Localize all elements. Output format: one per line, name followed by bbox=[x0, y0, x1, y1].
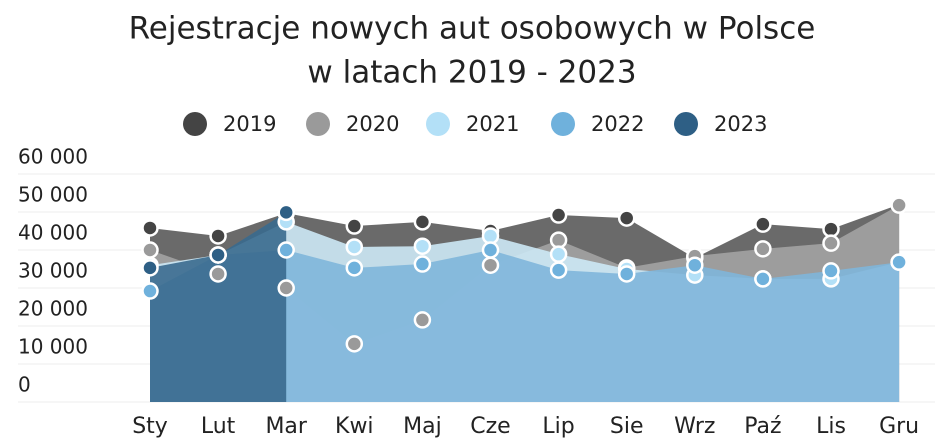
point bbox=[481, 241, 500, 259]
point bbox=[754, 240, 772, 258]
y-tick-label: 20 000 bbox=[18, 297, 88, 321]
point bbox=[822, 220, 840, 238]
area bbox=[150, 250, 900, 402]
point bbox=[345, 335, 364, 353]
legend-marker bbox=[183, 112, 207, 136]
point bbox=[549, 206, 568, 224]
legend-marker bbox=[674, 112, 698, 136]
point bbox=[345, 217, 364, 235]
point bbox=[413, 213, 432, 231]
legend-marker bbox=[306, 112, 330, 136]
x-tick-label: Cze bbox=[470, 414, 510, 439]
legend-marker bbox=[426, 112, 450, 136]
x-tick-label: Paź bbox=[744, 414, 781, 439]
point bbox=[754, 270, 772, 288]
point bbox=[345, 238, 364, 256]
point bbox=[413, 255, 432, 273]
point bbox=[822, 234, 840, 252]
area bbox=[150, 212, 287, 402]
legend-label: 2022 bbox=[591, 112, 644, 136]
legend-label: 2023 bbox=[714, 112, 767, 136]
point bbox=[481, 256, 500, 274]
y-tick-label: 60 000 bbox=[18, 145, 88, 169]
point bbox=[549, 245, 568, 263]
point bbox=[822, 262, 840, 280]
point bbox=[277, 279, 295, 297]
point bbox=[209, 246, 227, 264]
point bbox=[141, 241, 159, 259]
point bbox=[413, 237, 432, 255]
point bbox=[209, 227, 227, 245]
x-tick-label: Lis bbox=[816, 414, 846, 439]
point bbox=[890, 196, 908, 214]
x-tick-label: Maj bbox=[403, 414, 442, 439]
point bbox=[413, 311, 432, 329]
point bbox=[686, 256, 704, 274]
x-tick-label: Lut bbox=[201, 414, 236, 439]
y-tick-label: 40 000 bbox=[18, 221, 88, 245]
legend-label: 2019 bbox=[223, 112, 276, 136]
point bbox=[141, 259, 159, 277]
chart-title: w latach 2019 - 2023 bbox=[307, 55, 636, 91]
point bbox=[890, 253, 908, 271]
point bbox=[141, 219, 159, 237]
point bbox=[209, 265, 227, 283]
x-tick-label: Kwi bbox=[335, 414, 374, 439]
point bbox=[754, 215, 772, 233]
x-tick-label: Sie bbox=[610, 414, 644, 439]
x-tick-label: Mar bbox=[265, 414, 307, 439]
point bbox=[549, 231, 568, 249]
x-tick-label: Wrz bbox=[674, 414, 715, 439]
y-tick-label: 0 bbox=[18, 373, 31, 397]
point bbox=[617, 209, 636, 227]
chart-title: Rejestracje nowych aut osobowych w Polsc… bbox=[129, 11, 816, 47]
point bbox=[345, 259, 364, 277]
y-tick-label: 10 000 bbox=[18, 335, 88, 359]
legend-label: 2021 bbox=[466, 112, 519, 136]
point bbox=[617, 265, 636, 283]
point bbox=[481, 227, 500, 245]
point bbox=[549, 261, 568, 279]
y-tick-label: 50 000 bbox=[18, 183, 88, 207]
point bbox=[141, 282, 159, 300]
legend-label: 2020 bbox=[346, 112, 399, 136]
legend-marker bbox=[551, 112, 575, 136]
x-tick-label: Sty bbox=[132, 414, 168, 439]
y-tick-label: 30 000 bbox=[18, 259, 88, 283]
x-tick-label: Lip bbox=[542, 414, 574, 439]
point bbox=[277, 241, 295, 259]
point bbox=[277, 203, 295, 222]
x-tick-label: Gru bbox=[879, 414, 919, 439]
